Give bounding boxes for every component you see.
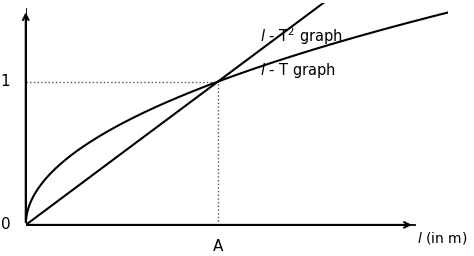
Text: 0: 0 [1, 217, 10, 232]
Text: A: A [213, 239, 223, 254]
Text: $l$ - T$^2$ graph: $l$ - T$^2$ graph [260, 25, 343, 47]
Text: $l$ - T graph: $l$ - T graph [260, 61, 336, 80]
Text: $l$ (in m): $l$ (in m) [417, 230, 467, 246]
Text: 1: 1 [1, 74, 10, 89]
